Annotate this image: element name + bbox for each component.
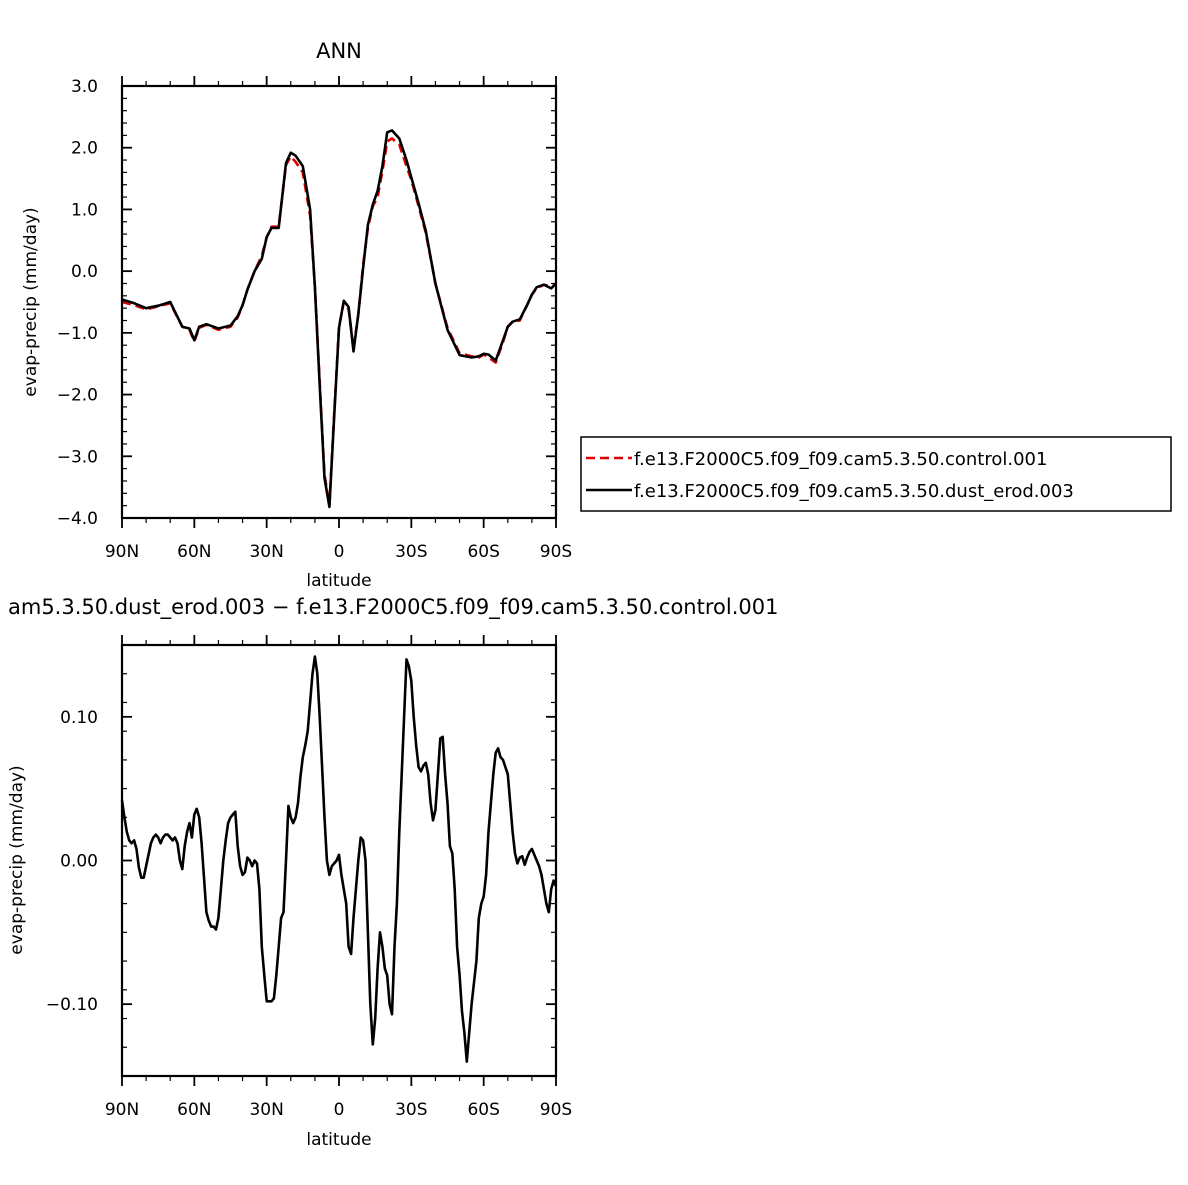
top-plot-frame: [120, 84, 558, 520]
bottom-panel: am5.3.50.dust_erod.003 − f.e13.F2000C5.f…: [7, 595, 778, 1150]
top-panel: ANN −4.0 −3.0 −2.0 −1.0 0.0 1.0 2.0 3.0 90N 60N 3…: [21, 39, 572, 591]
bottom-ytick-label: 0.10: [60, 708, 98, 728]
bottom-xtick-label: 0: [334, 1100, 345, 1120]
top-y-axis-label: evap-precip (mm/day): [21, 207, 41, 396]
top-chart-title: ANN: [316, 39, 362, 63]
top-ytick-label: 0.0: [71, 262, 98, 282]
bottom-series-line-0: [120, 655, 558, 1063]
top-xtick-label: 90S: [540, 542, 572, 562]
legend-box: [580, 436, 1172, 512]
top-ytick-label: −4.0: [57, 509, 98, 529]
top-xtick-label: 90N: [105, 542, 139, 562]
legend-label-dust: f.e13.F2000C5.f09_f09.cam5.3.50.dust_ero…: [634, 481, 1074, 502]
bottom-ytick-label: −0.10: [46, 995, 98, 1015]
top-ytick-label: −1.0: [57, 324, 98, 344]
top-ytick-label: 1.0: [71, 200, 98, 220]
bottom-xtick-label: 60S: [467, 1100, 499, 1120]
bottom-y-axis-label: evap-precip (mm/day): [7, 765, 27, 954]
top-y-ticks: −4.0 −3.0 −2.0 −1.0 0.0 1.0 2.0 3.0: [57, 77, 556, 529]
bottom-xtick-label: 30S: [395, 1100, 427, 1120]
top-ytick-label: 3.0: [71, 77, 98, 97]
top-xtick-label: 60S: [467, 542, 499, 562]
bottom-series-lines: [120, 655, 558, 1063]
top-series-lines: [121, 129, 557, 509]
top-series-line-1: [121, 129, 557, 509]
bottom-xtick-label: 60N: [177, 1100, 211, 1120]
bottom-y-ticks: −0.10 0.00 0.10: [46, 644, 556, 1077]
top-ytick-label: 2.0: [71, 139, 98, 159]
bottom-xtick-label: 30N: [249, 1100, 283, 1120]
top-x-ticks: 90N 60N 30N 0 30S 60S 90S: [105, 76, 572, 562]
bottom-x-axis-label: latitude: [306, 1130, 371, 1150]
top-x-axis-label: latitude: [306, 571, 371, 591]
legend: f.e13.F2000C5.f09_f09.cam5.3.50.control.…: [580, 436, 1172, 512]
bottom-ytick-label: 0.00: [60, 852, 98, 872]
top-xtick-label: 30N: [249, 542, 283, 562]
top-xtick-label: 0: [334, 542, 345, 562]
bottom-x-ticks: 90N 60N 30N 0 30S 60S 90S: [105, 635, 572, 1120]
bottom-xtick-label: 90S: [540, 1100, 572, 1120]
top-ytick-label: −3.0: [57, 447, 98, 467]
top-xtick-label: 60N: [177, 542, 211, 562]
bottom-xtick-label: 90N: [105, 1100, 139, 1120]
top-xtick-label: 30S: [395, 542, 427, 562]
bottom-chart-title: am5.3.50.dust_erod.003 − f.e13.F2000C5.f…: [8, 595, 778, 620]
top-ytick-label: −2.0: [57, 386, 98, 406]
legend-label-control: f.e13.F2000C5.f09_f09.cam5.3.50.control.…: [634, 449, 1047, 470]
